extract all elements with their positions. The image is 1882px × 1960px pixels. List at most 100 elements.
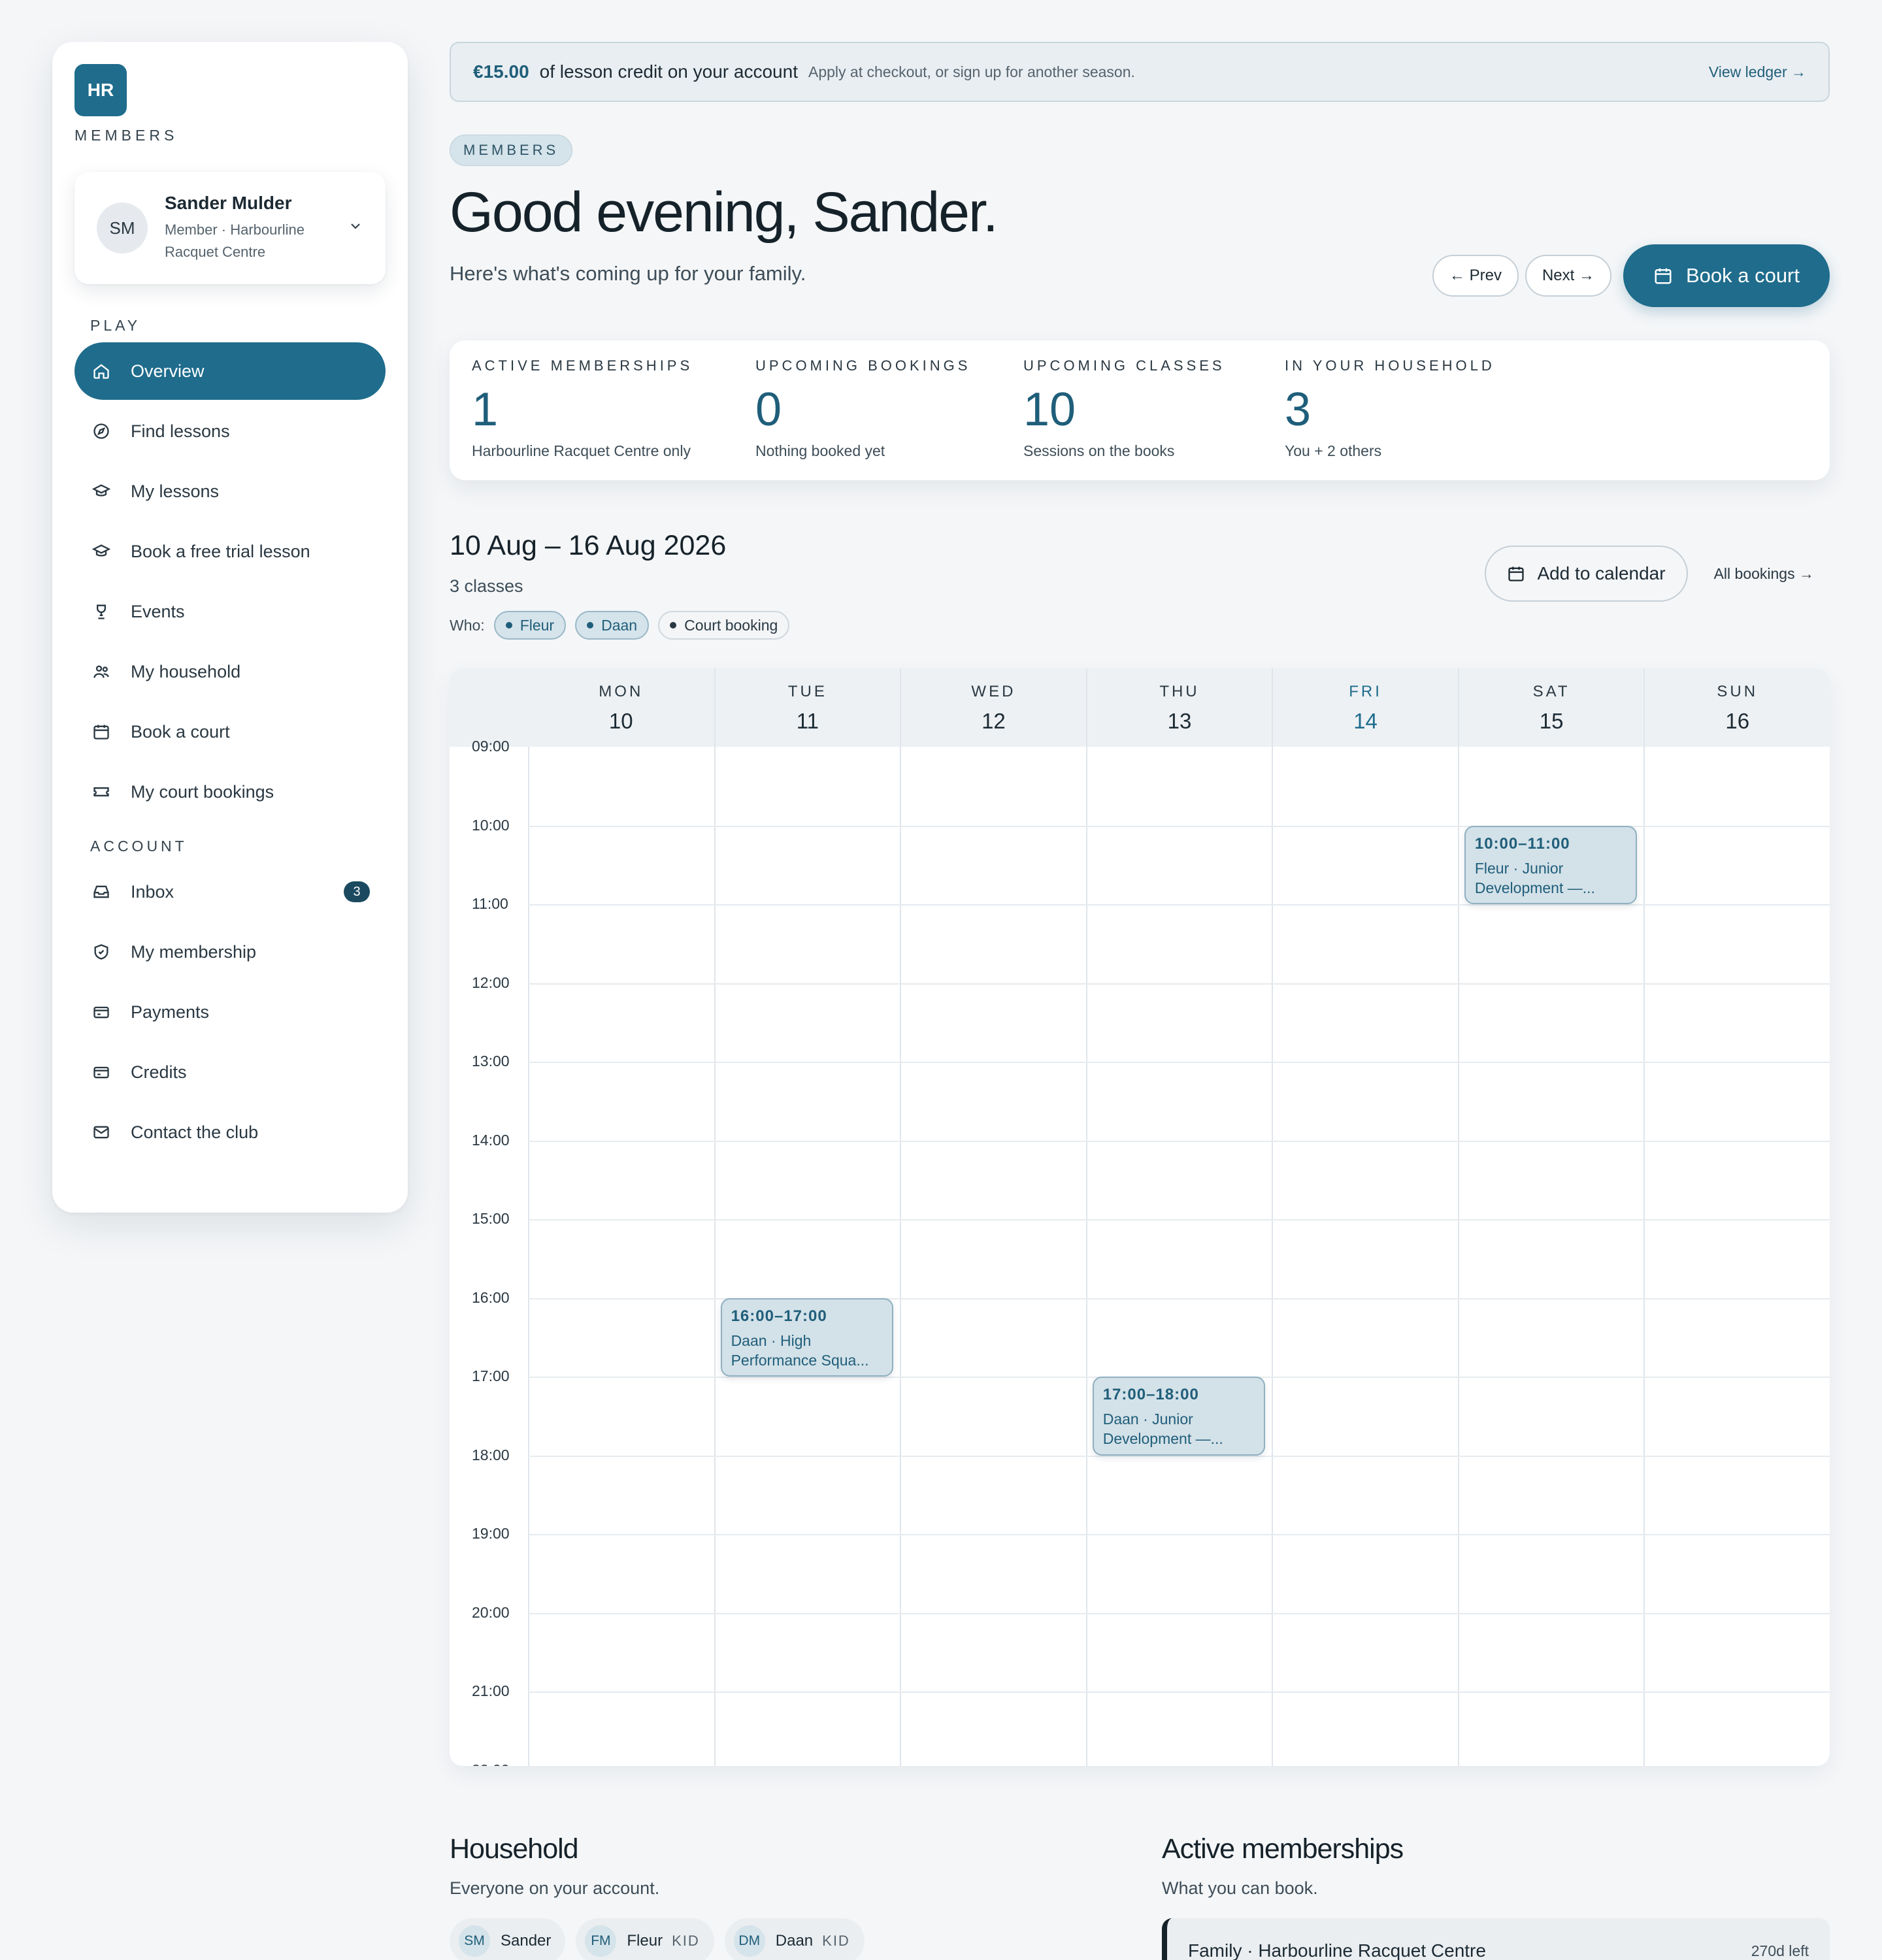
household-member-daan[interactable]: DM Daan KID (724, 1918, 865, 1960)
time-label: 19:00 (472, 1525, 510, 1542)
sidebar-item-overview[interactable]: Overview (74, 342, 386, 400)
add-to-calendar-button[interactable]: Add to calendar (1485, 546, 1688, 602)
sidebar-item-my-lessons[interactable]: My lessons (74, 463, 386, 520)
day-column-divider (900, 747, 902, 1766)
club-logo[interactable]: HR (74, 64, 127, 116)
account-switcher[interactable]: SM Sander Mulder Member · Harbourline Ra… (74, 172, 386, 284)
filter-chip-label: Court booking (684, 616, 778, 634)
view-ledger-link[interactable]: View ledger → (1708, 63, 1806, 80)
day-column-divider (1643, 747, 1645, 1766)
filter-chip-fleur[interactable]: Fleur (493, 611, 567, 640)
day-of-week: WED (971, 683, 1016, 700)
day-of-week: SAT (1532, 683, 1570, 700)
prev-button[interactable]: ← Prev (1432, 255, 1519, 297)
sidebar-item-my-household[interactable]: My household (74, 643, 386, 700)
event-title: Daan · Junior Development —... (1102, 1411, 1223, 1447)
next-button[interactable]: Next → (1525, 255, 1611, 297)
event-time: 17:00–18:00 (1102, 1386, 1199, 1403)
sidebar-item-label: Book a free trial lesson (131, 541, 310, 561)
day-header-mon: MON 10 (450, 668, 714, 747)
all-bookings-link[interactable]: All bookings → (1713, 564, 1814, 582)
event-time: 10:00–11:00 (1474, 834, 1570, 853)
event-title: Fleur · Junior Development —... (1474, 859, 1595, 896)
memberships-title: Active memberships (1162, 1833, 1404, 1865)
day-header-thu: THU 13 (1085, 668, 1272, 747)
household-members: SM Sander FM Fleur KID DM Daan KID (450, 1918, 875, 1960)
sidebar-item-contact-the-club[interactable]: Contact the club (74, 1103, 386, 1161)
sidebar-item-credits[interactable]: Credits (74, 1043, 386, 1101)
household-member-sander[interactable]: SM Sander (450, 1918, 566, 1960)
sidebar-item-label: Book a court (131, 721, 230, 742)
time-label: 10:00 (472, 816, 510, 834)
stat-value: 3 (1285, 384, 1312, 436)
members-pill: MEMBERS (450, 135, 573, 166)
stat-subtext: You + 2 others (1285, 442, 1382, 459)
sidebar-item-book-a-court[interactable]: Book a court (74, 703, 386, 760)
avatar: FM (585, 1925, 617, 1957)
time-label: 17:00 (472, 1367, 510, 1384)
day-number: 11 (796, 709, 819, 733)
sidebar-item-payments[interactable]: Payments (74, 983, 386, 1041)
calendar-event[interactable]: 17:00–18:00 Daan · Junior Development —..… (1092, 1377, 1266, 1456)
hour-gridline (528, 1612, 1830, 1614)
day-of-week: FRI (1349, 683, 1382, 700)
time-label: 09:00 (472, 738, 510, 755)
credit-text: of lesson credit on your account (539, 61, 798, 82)
calendar-event[interactable]: 10:00–11:00 Fleur · Junior Development —.… (1464, 825, 1638, 904)
avatar: DM (733, 1925, 765, 1957)
hour-gridline (528, 904, 1830, 906)
time-label: 13:00 (472, 1053, 510, 1070)
sidebar-item-label: Inbox (131, 881, 174, 902)
card-icon (91, 1002, 111, 1022)
hour-gridline (528, 1219, 1830, 1220)
day-of-week: MON (599, 683, 644, 700)
sidebar-item-inbox[interactable]: Inbox 3 (74, 863, 386, 921)
household-title: Household (450, 1833, 579, 1865)
hour-gridline (528, 825, 1830, 827)
sidebar-item-events[interactable]: Events (74, 583, 386, 640)
calendar-icon (1655, 268, 1672, 284)
stats-card: ACTIVE MEMBERSHIPS 1 Harbourline Racquet C… (450, 340, 1830, 480)
household-member-fleur[interactable]: FM Fleur KID (576, 1918, 714, 1960)
book-court-button[interactable]: Book a court (1623, 244, 1830, 307)
hour-gridline (528, 1455, 1830, 1457)
time-label: 14:00 (472, 1131, 510, 1149)
member-name: Fleur (627, 1932, 663, 1950)
filter-chip-court-booking[interactable]: Court booking (658, 611, 790, 640)
member-tag: KID (672, 1933, 700, 1949)
filter-chip-label: Fleur (520, 616, 555, 634)
unread-badge: 3 (344, 881, 370, 902)
day-of-week: SUN (1717, 683, 1758, 700)
sidebar-item-label: Events (131, 601, 185, 621)
sidebar-item-label: Payments (131, 1002, 210, 1022)
day-header-tue: TUE 11 (714, 668, 900, 747)
page-title: Good evening, Sander. (450, 181, 999, 244)
day-header-wed: WED 12 (900, 668, 1086, 747)
memberships-subtitle: What you can book. (1162, 1878, 1318, 1898)
time-label: 18:00 (472, 1446, 510, 1463)
credit-banner: €15.00 of lesson credit on your account … (450, 42, 1830, 102)
sidebar-item-my-membership[interactable]: My membership (74, 923, 386, 981)
time-label: 15:00 (472, 1210, 510, 1227)
day-number: 16 (1725, 709, 1750, 733)
calendar-event[interactable]: 16:00–17:00 Daan · High Performance Squa.… (720, 1298, 894, 1377)
day-number: 15 (1539, 709, 1564, 733)
page-subtitle: Here's what's coming up for your family. (450, 262, 806, 285)
sidebar-item-book-a-free-trial-lesson[interactable]: Book a free trial lesson (74, 523, 386, 580)
filter-chip-daan[interactable]: Daan (575, 611, 650, 640)
play-nav: Overview Find lessons My lessons Book a fre… (74, 342, 386, 821)
day-number: 10 (608, 709, 633, 733)
stat-upcoming-bookings: UPCOMING BOOKINGS 0 Nothing booked yet (755, 357, 1023, 463)
membership-card[interactable]: Family · Harbourline Racquet Centre 270d … (1162, 1918, 1830, 1960)
sidebar-item-my-court-bookings[interactable]: My court bookings (74, 763, 386, 821)
account-nav: Inbox 3 My membership Payments Credits Contac… (74, 863, 386, 1161)
hour-gridline (528, 1062, 1830, 1063)
avatar: SM (97, 203, 148, 253)
stat-subtext: Sessions on the books (1023, 442, 1175, 459)
stat-in-your-household: IN YOUR HOUSEHOLD 3 You + 2 others (1285, 357, 1546, 463)
memberships-list: Family · Harbourline Racquet Centre 270d … (1162, 1918, 1830, 1960)
brand-caption: MEMBERS (74, 127, 178, 144)
sidebar-item-find-lessons[interactable]: Find lessons (74, 402, 386, 460)
stat-active-memberships: ACTIVE MEMBERSHIPS 1 Harbourline Racquet C… (472, 357, 755, 463)
day-column-divider (528, 747, 529, 1766)
